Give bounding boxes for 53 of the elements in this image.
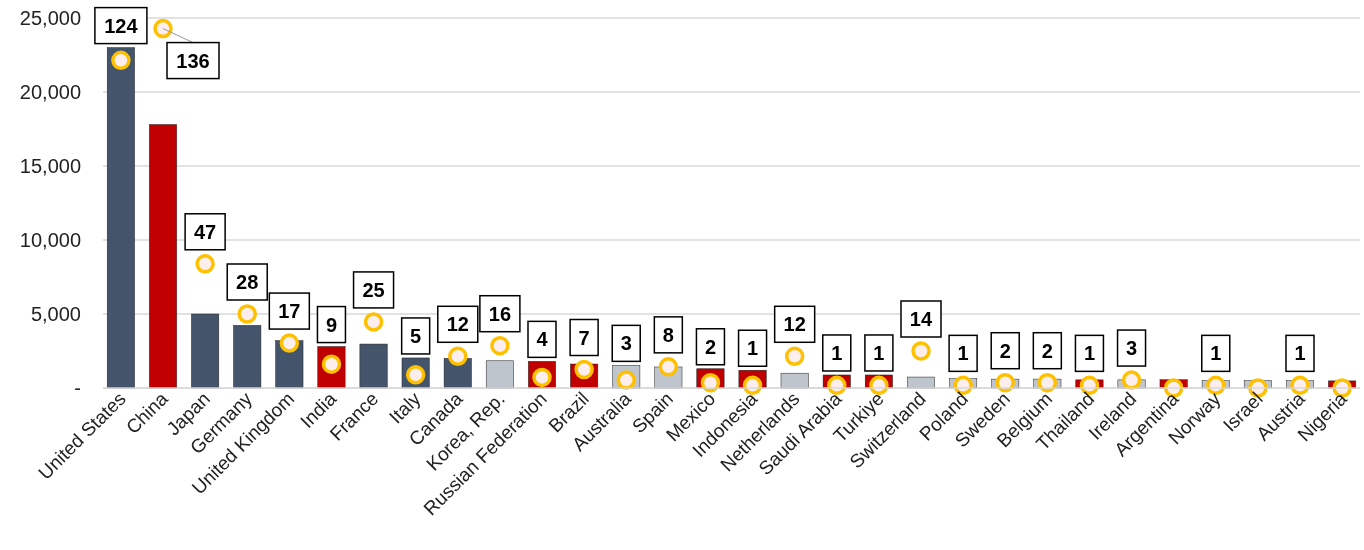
point <box>195 254 215 274</box>
point <box>363 312 384 332</box>
point <box>1121 370 1142 390</box>
data-label: 16 <box>488 302 512 325</box>
data-label: 8 <box>662 323 674 346</box>
data-label: 7 <box>578 326 590 349</box>
data-label: 12 <box>446 313 469 336</box>
data-label: 124 <box>104 14 139 37</box>
data-label: 1 <box>1210 342 1222 365</box>
y-tick-label: 5,000 <box>30 303 81 325</box>
data-label: 136 <box>176 49 210 72</box>
bar <box>191 313 220 389</box>
data-label: 12 <box>783 313 806 336</box>
point <box>153 18 173 39</box>
point <box>911 341 931 361</box>
data-label: 1 <box>746 337 759 360</box>
point <box>784 346 805 367</box>
data-label: 2 <box>1041 339 1053 362</box>
point <box>111 50 131 71</box>
data-label: 5 <box>410 324 422 347</box>
bar <box>359 343 388 389</box>
data-label: 25 <box>362 278 385 301</box>
data-label: 2 <box>704 335 717 358</box>
point <box>237 304 257 324</box>
data-label: 9 <box>325 313 338 336</box>
data-label: 1 <box>1294 342 1306 365</box>
data-label: 3 <box>620 332 632 355</box>
data-label: 1 <box>1083 342 1095 365</box>
y-tick-label: 25,000 <box>19 7 81 29</box>
point <box>279 333 300 353</box>
data-label: 47 <box>193 220 217 243</box>
bar <box>149 124 177 389</box>
y-tick-label: 15,000 <box>19 155 81 177</box>
bar <box>485 360 514 389</box>
point <box>995 372 1015 393</box>
data-label: 4 <box>536 328 549 351</box>
point <box>1037 372 1058 393</box>
data-label: 1 <box>873 341 885 364</box>
point <box>448 346 468 367</box>
y-tick-label: 10,000 <box>19 229 81 251</box>
bar <box>233 325 262 389</box>
point <box>490 335 510 356</box>
data-label: 1 <box>957 342 969 365</box>
data-label: 2 <box>999 339 1011 362</box>
data-label: 3 <box>1125 337 1138 360</box>
data-label: 28 <box>236 271 259 293</box>
bar <box>780 372 809 389</box>
data-label: 1 <box>831 341 843 364</box>
data-label: 17 <box>278 300 301 323</box>
y-tick-label: - <box>74 377 81 399</box>
y-tick-label: 20,000 <box>19 81 81 103</box>
bar <box>907 376 935 389</box>
data-label: 14 <box>909 308 933 330</box>
